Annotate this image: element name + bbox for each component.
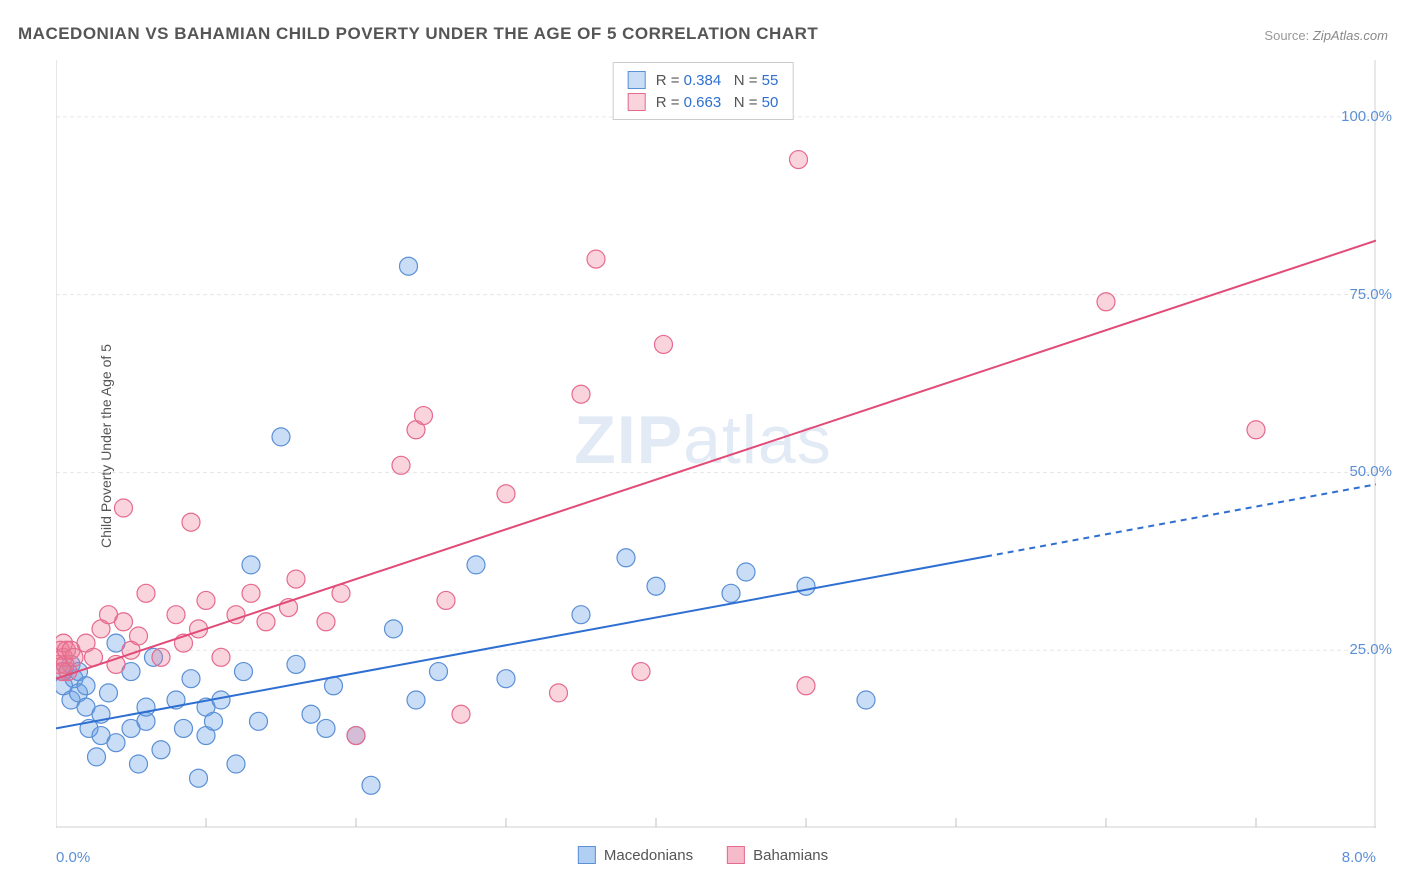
legend-label: Bahamians — [753, 847, 828, 864]
data-point — [287, 655, 305, 673]
y-tick-label: 25.0% — [1349, 641, 1392, 658]
data-point — [497, 670, 515, 688]
legend-label: Macedonians — [604, 847, 693, 864]
y-tick-label: 50.0% — [1349, 463, 1392, 480]
data-point — [452, 705, 470, 723]
data-point — [227, 755, 245, 773]
data-point — [115, 499, 133, 517]
data-point — [1247, 421, 1265, 439]
y-tick-label: 100.0% — [1341, 108, 1392, 125]
data-point — [325, 677, 343, 695]
data-point — [235, 663, 253, 681]
data-point — [137, 584, 155, 602]
data-point — [272, 428, 290, 446]
data-point — [467, 556, 485, 574]
stats-row: R = 0.663 N = 50 — [628, 91, 779, 113]
data-point — [175, 719, 193, 737]
data-point — [1097, 293, 1115, 311]
data-point — [65, 648, 83, 666]
x-axis-max-label: 8.0% — [1342, 849, 1376, 866]
data-point — [587, 250, 605, 268]
stats-text: R = 0.384 N = 55 — [656, 72, 779, 89]
data-point — [347, 727, 365, 745]
data-point — [77, 677, 95, 695]
data-point — [407, 691, 425, 709]
trend-line-extrapolated — [986, 484, 1376, 556]
data-point — [647, 577, 665, 595]
data-point — [302, 705, 320, 723]
data-point — [737, 563, 755, 581]
data-point — [415, 407, 433, 425]
legend-swatch — [628, 71, 646, 89]
data-point — [400, 257, 418, 275]
data-point — [362, 776, 380, 794]
data-point — [100, 684, 118, 702]
data-point — [572, 606, 590, 624]
data-point — [242, 556, 260, 574]
data-point — [107, 734, 125, 752]
data-point — [497, 485, 515, 503]
data-point — [317, 719, 335, 737]
x-axis-min-label: 0.0% — [56, 849, 90, 866]
data-point — [437, 591, 455, 609]
data-point — [797, 677, 815, 695]
source-value: ZipAtlas.com — [1313, 28, 1388, 43]
data-point — [430, 663, 448, 681]
trend-line — [56, 556, 986, 728]
data-point — [212, 648, 230, 666]
data-point — [385, 620, 403, 638]
data-point — [130, 755, 148, 773]
stats-text: R = 0.663 N = 50 — [656, 94, 779, 111]
data-point — [242, 584, 260, 602]
legend-swatch — [578, 846, 596, 864]
plot-area — [56, 60, 1376, 828]
chart-container: MACEDONIAN VS BAHAMIAN CHILD POVERTY UND… — [0, 0, 1406, 892]
legend-item: Bahamians — [727, 846, 828, 864]
legend-swatch — [628, 93, 646, 111]
data-point — [182, 670, 200, 688]
data-point — [655, 335, 673, 353]
data-point — [617, 549, 635, 567]
data-point — [190, 769, 208, 787]
data-point — [572, 385, 590, 403]
data-point — [857, 691, 875, 709]
data-point — [152, 648, 170, 666]
data-point — [115, 613, 133, 631]
data-point — [722, 584, 740, 602]
series-legend: Macedonians Bahamians — [578, 846, 828, 864]
source-attribution: Source: ZipAtlas.com — [1264, 28, 1388, 43]
data-point — [167, 606, 185, 624]
legend-swatch — [727, 846, 745, 864]
data-point — [287, 570, 305, 588]
y-tick-label: 75.0% — [1349, 286, 1392, 303]
data-point — [152, 741, 170, 759]
data-point — [197, 591, 215, 609]
source-label: Source: — [1264, 28, 1309, 43]
data-point — [790, 151, 808, 169]
chart-title: MACEDONIAN VS BAHAMIAN CHILD POVERTY UND… — [18, 24, 818, 44]
data-point — [797, 577, 815, 595]
trend-line — [56, 241, 1376, 679]
data-point — [250, 712, 268, 730]
data-point — [88, 748, 106, 766]
data-point — [205, 712, 223, 730]
data-point — [182, 513, 200, 531]
data-point — [550, 684, 568, 702]
stats-legend: R = 0.384 N = 55 R = 0.663 N = 50 — [613, 62, 794, 120]
stats-row: R = 0.384 N = 55 — [628, 69, 779, 91]
data-point — [317, 613, 335, 631]
data-point — [130, 627, 148, 645]
data-point — [632, 663, 650, 681]
data-point — [257, 613, 275, 631]
data-point — [392, 456, 410, 474]
legend-item: Macedonians — [578, 846, 693, 864]
